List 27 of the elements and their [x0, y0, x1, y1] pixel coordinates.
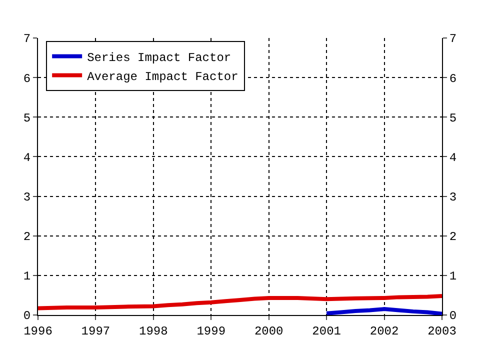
- legend-label: Series Impact Factor: [87, 50, 232, 65]
- y-tick-label: 2: [23, 230, 31, 244]
- y-tick-label: 6: [23, 72, 31, 86]
- y2-tick-label: 0: [449, 309, 457, 324]
- y2-tick-label: 3: [449, 190, 457, 204]
- y-tick-label: 7: [23, 32, 31, 46]
- legend-label: Average Impact Factor: [87, 70, 238, 84]
- x-tick-label: 2003: [428, 324, 456, 338]
- x-tick-label: 2000: [254, 324, 284, 338]
- x-tick-label: 2001: [312, 324, 341, 338]
- y2-tick-label: 5: [449, 111, 457, 126]
- x-tick-label: 1998: [139, 324, 168, 338]
- y2-tick-label: 6: [449, 72, 457, 86]
- y-tick-label: 0: [23, 309, 31, 324]
- x-tick-label: 1999: [196, 324, 226, 338]
- y2-tick-label: 2: [449, 230, 457, 244]
- y2-tick-label: 7: [449, 32, 457, 46]
- y-tick-label: 4: [23, 150, 31, 165]
- y2-tick-label: 4: [449, 150, 457, 165]
- y-tick-label: 3: [23, 190, 31, 204]
- x-tick-label: 1996: [24, 324, 52, 338]
- x-tick-label: 1997: [81, 324, 110, 338]
- line-series: [38, 294, 442, 310]
- y-tick-label: 1: [23, 270, 31, 284]
- x-tick-label: 2002: [370, 324, 399, 338]
- y2-tick-label: 1: [449, 270, 457, 284]
- y-tick-label: 5: [23, 111, 31, 126]
